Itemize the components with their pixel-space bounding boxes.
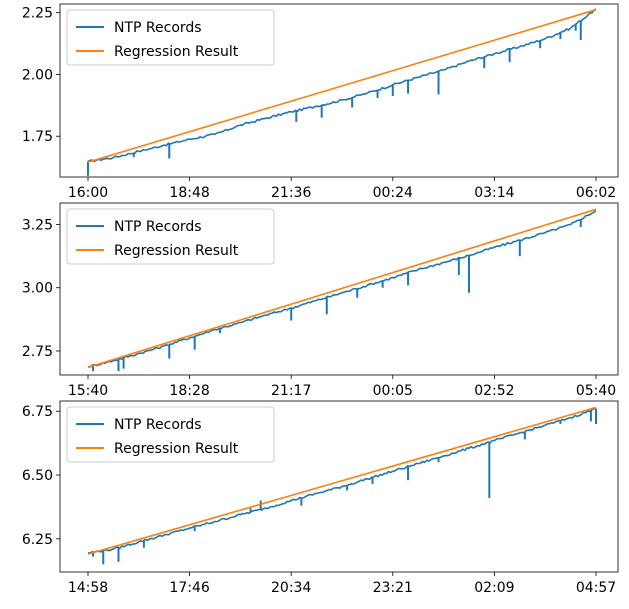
legend-label: NTP Records [114, 20, 202, 36]
x-tick-label: 00:24 [373, 185, 413, 201]
ntp-records-line [88, 407, 596, 554]
axes-frame [59, 400, 619, 573]
legend-box [66, 208, 275, 265]
x-tick-label: 20:34 [271, 580, 311, 596]
x-tick-label: 00:05 [373, 383, 413, 399]
y-tick-label: 6.75 [22, 404, 53, 420]
legend: NTP Records Regression Result [66, 208, 275, 265]
x-tick-label: 21:36 [271, 185, 311, 201]
regression-line [87, 406, 597, 555]
x-tick-label: 02:52 [474, 383, 514, 399]
y-tick-label: 6.50 [22, 468, 53, 484]
chart-panel-1: 1.75 2.00 2.25 16:00 18:48 21:36 00:24 03:14 06:… [22, 3, 619, 201]
x-tick-label: 17:46 [169, 580, 209, 596]
ntp-records-line [87, 8, 597, 163]
legend-label: NTP Records [114, 219, 202, 235]
x-tick-label: 21:17 [271, 383, 311, 399]
y-tick-label: 3.00 [22, 281, 53, 297]
legend-label: Regression Result [114, 441, 239, 457]
x-tick-label: 02:09 [474, 580, 514, 596]
regression-line [87, 8, 597, 163]
x-tick-label: 14:58 [68, 580, 108, 596]
legend-label: NTP Records [114, 417, 202, 433]
chart-panel-2: 2.75 3.00 3.25 15:40 18:28 21:17 00:05 02:52 05:… [22, 202, 619, 399]
chart-panel-3: 6.25 6.50 6.75 14:58 17:46 20:34 23:21 02:09 04:… [22, 400, 619, 596]
y-tick-label: 6.25 [22, 532, 53, 548]
y-tick-label: 2.75 [22, 344, 53, 360]
axes-frame [59, 202, 619, 376]
x-tick-label: 03:14 [474, 185, 514, 201]
x-tick-label: 15:40 [68, 383, 108, 399]
x-tick-label: 16:00 [68, 185, 108, 201]
legend-box [66, 406, 275, 463]
y-tick-label: 2.00 [22, 67, 53, 83]
axes-frame [59, 3, 619, 178]
x-tick-label: 18:28 [169, 383, 209, 399]
legend-box [66, 9, 275, 66]
regression-line [87, 208, 597, 369]
legend: NTP Records Regression Result [66, 9, 275, 66]
ntp-records-line [87, 209, 597, 368]
y-tick-label: 2.25 [22, 6, 53, 22]
legend-label: Regression Result [114, 243, 239, 259]
x-tick-label: 05:40 [576, 383, 616, 399]
x-tick-label: 23:21 [373, 580, 413, 596]
x-tick-label: 18:48 [169, 185, 209, 201]
x-tick-label: 06:02 [576, 185, 616, 201]
x-tick-label: 04:57 [576, 580, 616, 596]
legend: NTP Records Regression Result [66, 406, 275, 463]
legend-label: Regression Result [114, 44, 239, 60]
y-tick-label: 1.75 [22, 129, 53, 145]
y-tick-label: 3.25 [22, 218, 53, 234]
